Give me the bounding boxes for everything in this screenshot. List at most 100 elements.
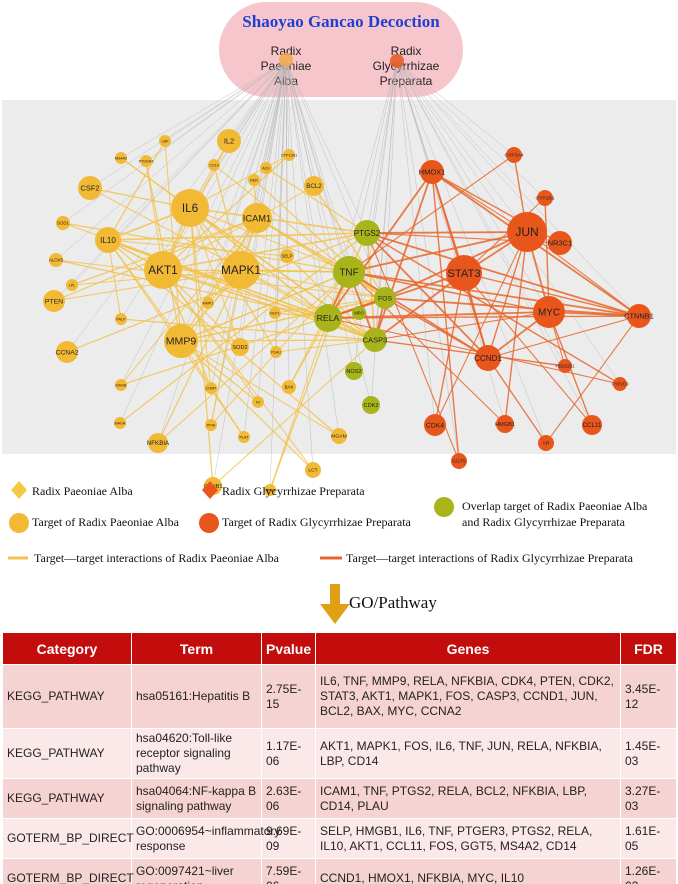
- legend-circle-paeonia: [9, 513, 29, 533]
- legend-target-glycyrrhiza: Target of Radix Glycyrrhizae Preparata: [222, 515, 411, 529]
- node-label: CDK2: [364, 403, 379, 409]
- node-circle: [114, 417, 126, 429]
- node-hsd11b1: HSD11B1: [556, 359, 575, 373]
- target-edge: [240, 269, 386, 299]
- node-nos2: NOS2: [345, 362, 363, 380]
- table-row: KEGG_PATHWAY hsa04064:NF-kappa B signali…: [2, 778, 677, 819]
- node-csf2: CSF2: [78, 176, 102, 200]
- node-circle: [115, 152, 127, 164]
- node-lpl: LPL: [66, 279, 78, 291]
- target-edge: [434, 231, 528, 426]
- table-row: GOTERM_BP_DIRECT GO:0006954~inflammatory…: [2, 818, 677, 859]
- node-ms4a2: MS4A2: [115, 152, 127, 164]
- herb-edge-layer: [53, 60, 640, 491]
- target-edge: [269, 317, 329, 491]
- herb-edge: [285, 60, 314, 471]
- herb-edge: [358, 60, 398, 314]
- header-term: Term: [131, 632, 262, 665]
- node-plat: PLAT: [238, 431, 250, 443]
- node-label: MMP1: [203, 301, 214, 305]
- node-ar: AR: [538, 435, 554, 451]
- cell-pvalue: 1.17E-06: [261, 728, 316, 779]
- herb-edge: [396, 60, 460, 462]
- node-circle: [260, 162, 272, 174]
- target-edge: [189, 207, 329, 319]
- node-circle: [140, 155, 152, 167]
- node-label: TRBH: [265, 488, 275, 492]
- node-circle: [148, 433, 168, 453]
- node-circle: [264, 484, 276, 496]
- node-label: PTGER4: [139, 159, 154, 163]
- node-circle: [363, 328, 387, 352]
- node-circle: [252, 396, 264, 408]
- node-maob: MAOB: [115, 379, 127, 391]
- target-edge: [265, 167, 368, 234]
- node-circle: [362, 396, 380, 414]
- node-circle: [205, 419, 217, 431]
- header-fdr: FDR: [620, 632, 677, 665]
- target-edge: [327, 171, 433, 319]
- node-label: MGAM: [331, 434, 346, 440]
- target-edge: [348, 271, 489, 359]
- node-ace: ACE: [260, 162, 272, 174]
- node-label: COMT: [206, 386, 218, 390]
- node-label: SELP: [281, 254, 292, 259]
- target-edge: [162, 269, 314, 471]
- node-label: CYP3A4: [505, 153, 524, 159]
- node-circle: [282, 380, 296, 394]
- herb-edge: [180, 60, 287, 342]
- target-edge: [434, 272, 465, 426]
- node-circle: [49, 253, 63, 267]
- node-label: LCT: [308, 468, 317, 474]
- target-edge: [504, 231, 528, 425]
- herb-edge: [353, 60, 398, 372]
- node-circle: [231, 338, 249, 356]
- node-label: ALOX5: [49, 258, 64, 263]
- node-label: JUN: [515, 225, 538, 239]
- node-circle: [159, 135, 171, 147]
- herb-edge: [396, 60, 561, 244]
- node-label: PALP: [116, 317, 126, 321]
- node-circle: [164, 324, 198, 358]
- node-ptger4: PTGER4: [139, 155, 154, 167]
- node-circle: [506, 147, 522, 163]
- node-label: PLAU: [271, 350, 281, 354]
- herb-edge: [396, 60, 528, 233]
- cell-genes: SELP, HMGB1, IL6, TNF, PTGER3, PTGS2, RE…: [315, 818, 621, 859]
- node-maoa: MAOA: [114, 417, 126, 429]
- node-tnf: TNF: [333, 256, 365, 288]
- herb-edge: [396, 60, 640, 317]
- table-row: KEGG_PATHWAY hsa05161:Hepatitis B 2.75E-…: [2, 664, 677, 729]
- node-label: ICAM1: [243, 213, 271, 223]
- node-circle: [78, 176, 102, 200]
- node-label: PTGS2: [354, 229, 381, 238]
- cell-category: KEGG_PATHWAY: [2, 664, 132, 729]
- node-label: RELA: [317, 313, 340, 323]
- node-label: MMP9: [166, 336, 197, 348]
- legend-diamond-paeonia: [11, 481, 27, 499]
- node-label: ACE: [262, 166, 270, 170]
- cell-pvalue: 2.63E-06: [261, 778, 316, 819]
- node-label: IL2: [224, 137, 234, 146]
- target-edge: [107, 140, 166, 241]
- target-edge: [431, 171, 460, 462]
- node-label: CCND1: [474, 354, 502, 363]
- node-lct: LCT: [305, 462, 321, 478]
- target-edge: [107, 232, 368, 241]
- node-nfkbia: NFKBIA: [147, 433, 170, 453]
- node-circle: [56, 216, 70, 230]
- node-label: MAOB: [116, 383, 127, 387]
- node-mapk1: MAPK1: [221, 251, 261, 289]
- node-plau: PLAU: [270, 346, 282, 358]
- herb-edge: [396, 60, 515, 156]
- node-circle: [533, 296, 565, 328]
- target-edge: [55, 259, 386, 299]
- target-edge: [162, 232, 368, 271]
- decoction-title: Shaoyao Gancao Decoction: [242, 12, 440, 31]
- node-label: MPO: [354, 311, 364, 316]
- cell-term: hsa05161:Hepatitis B: [131, 664, 262, 729]
- node-circle: [205, 382, 217, 394]
- node-akt1: AKT1: [144, 251, 182, 289]
- node-fos: FOS: [374, 287, 396, 309]
